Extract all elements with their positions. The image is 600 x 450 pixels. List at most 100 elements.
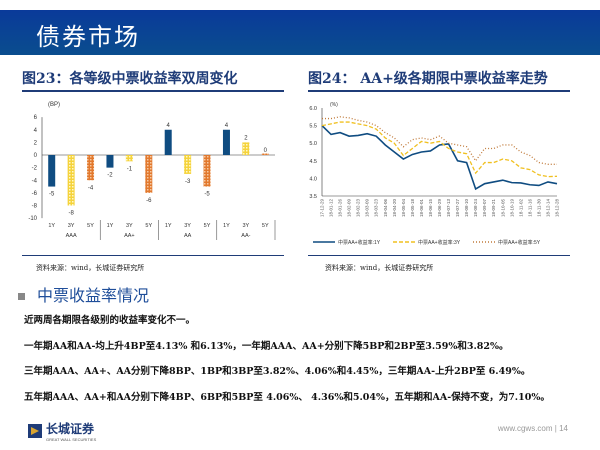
bar	[145, 155, 153, 193]
x-tick-label: 3Y	[243, 223, 250, 229]
data-label: 4	[225, 123, 229, 129]
group-label: AAA	[66, 233, 77, 239]
x-tick-label: 18-02-23	[356, 199, 361, 218]
x-tick-label: 18-12-14	[545, 199, 550, 218]
divider	[22, 255, 284, 256]
data-label: 4	[167, 123, 171, 129]
group-label: AA+	[124, 233, 135, 239]
x-tick-label: 18-02-09	[347, 199, 352, 218]
group-label: AA	[184, 233, 192, 239]
y-tick-label: 2	[34, 140, 38, 146]
x-tick-label: 1Y	[107, 223, 114, 229]
divider	[22, 90, 284, 92]
x-tick-label: 18-11-02	[518, 199, 523, 217]
legend-label: 中票AA+收益率:1Y	[338, 239, 381, 246]
logo-text: 长城证券	[46, 422, 95, 436]
x-tick-label: 1Y	[223, 223, 230, 229]
data-label: -2	[107, 173, 113, 179]
x-tick-label: 18-10-05	[500, 199, 505, 218]
x-tick-label: 18-03-23	[374, 199, 379, 218]
series-line	[321, 125, 558, 191]
data-label: -3	[185, 179, 191, 185]
y-tick-label: -10	[28, 216, 37, 222]
y-tick-label: 5.5	[309, 124, 317, 130]
x-tick-label: 18-01-26	[338, 199, 343, 218]
y-tick-label: 4.0	[309, 176, 317, 182]
data-label: -5	[204, 192, 210, 198]
x-tick-label: 3Y	[68, 223, 75, 229]
section-heading: 中票收益率情况	[18, 282, 149, 306]
figure23-source: 资料来源：wind，长城证券研究所	[36, 264, 145, 272]
x-tick-label: 18-11-30	[536, 199, 541, 217]
x-tick-label: 18-05-18	[410, 199, 415, 218]
logo-subtext: GREAT WALL SECURITIES	[46, 437, 97, 442]
section-title: 中票收益率情况	[37, 286, 150, 305]
bar	[203, 155, 211, 187]
x-tick-label: 1Y	[165, 223, 172, 229]
figure24-source: 资料来源：wind，长城证券研究所	[325, 264, 434, 272]
group-label: AA-	[241, 233, 250, 239]
divider	[308, 90, 570, 92]
figure23-title: 图23：各等级中票收益率双周变化	[22, 71, 238, 87]
y-tick-label: 3.5	[309, 194, 317, 200]
bar	[48, 155, 56, 187]
series-line	[321, 121, 558, 178]
data-label: -4	[88, 185, 94, 191]
footer: www.cgws.com | 14	[498, 424, 568, 433]
x-tick-label: 18-06-15	[428, 199, 433, 218]
x-tick-label: 18-07-13	[446, 199, 451, 218]
bar	[184, 155, 192, 174]
bar	[261, 153, 269, 155]
bar	[125, 155, 133, 162]
bar	[67, 155, 75, 206]
x-tick-label: 18-04-20	[392, 199, 397, 218]
bullet-icon	[18, 293, 25, 300]
x-tick-label: 18-04-06	[383, 199, 388, 218]
bar	[87, 155, 95, 181]
y-tick-label: -4	[32, 178, 38, 184]
y-tick-label: 5.0	[309, 141, 317, 147]
y-tick-label: 0	[34, 153, 38, 159]
header-banner: 债券市场	[0, 10, 600, 55]
x-tick-label: 18-07-27	[455, 199, 460, 218]
y-axis-label: (%)	[330, 102, 338, 108]
footer-url[interactable]: www.cgws.com	[497, 424, 553, 433]
x-tick-label: 18-09-07	[482, 199, 487, 218]
x-tick-label: 18-06-01	[419, 199, 424, 218]
paragraph: 近两周各期限各级别的收益率变化不一。	[24, 315, 196, 326]
x-tick-label: 18-05-04	[401, 199, 406, 218]
x-tick-label: 5Y	[87, 223, 94, 229]
y-tick-label: 4.5	[309, 159, 317, 165]
x-tick-label: 3Y	[184, 223, 191, 229]
y-tick-label: 4	[34, 128, 38, 134]
x-tick-label: 18-09-21	[491, 199, 496, 218]
data-label: 0	[264, 148, 268, 154]
bar	[242, 142, 250, 155]
x-tick-label: 5Y	[204, 223, 211, 229]
legend-label: 中票AA+收益率:3Y	[418, 239, 461, 246]
y-tick-label: -2	[32, 166, 38, 172]
x-tick-label: 3Y	[126, 223, 133, 229]
logo-mark-icon	[28, 424, 42, 438]
y-tick-label: -8	[32, 204, 38, 210]
figure24-title: 图24： AA+级各期限中票收益率走势	[308, 71, 548, 87]
y-tick-label: 6.0	[309, 106, 317, 112]
data-label: -8	[68, 211, 74, 217]
data-label: -6	[146, 198, 152, 204]
company-logo: 长城证券 GREAT WALL SECURITIES	[28, 420, 96, 442]
bar	[222, 129, 230, 155]
divider	[308, 255, 570, 256]
x-tick-label: 18-12-28	[555, 199, 560, 218]
series-line	[322, 116, 557, 165]
y-tick-label: -6	[32, 191, 38, 197]
x-tick-label: 18-08-10	[464, 199, 469, 218]
x-tick-label: 18-10-19	[509, 199, 514, 218]
page-number: 14	[559, 424, 568, 433]
x-tick-label: 18-01-12	[329, 199, 334, 218]
footer-separator: |	[554, 424, 557, 433]
y-axis-label: (BP)	[48, 102, 60, 108]
page-title: 债券市场	[36, 23, 140, 51]
paragraph: 一年期AA和AA-均上升4BP至4.13% 和6.13%，一年期AAA、AA+分…	[24, 341, 509, 352]
x-tick-label: 18-03-09	[365, 199, 370, 218]
charts: (BP)6420-2-4-6-8-10-51Y-83Y-45YAAA-21Y-1…	[28, 102, 560, 246]
